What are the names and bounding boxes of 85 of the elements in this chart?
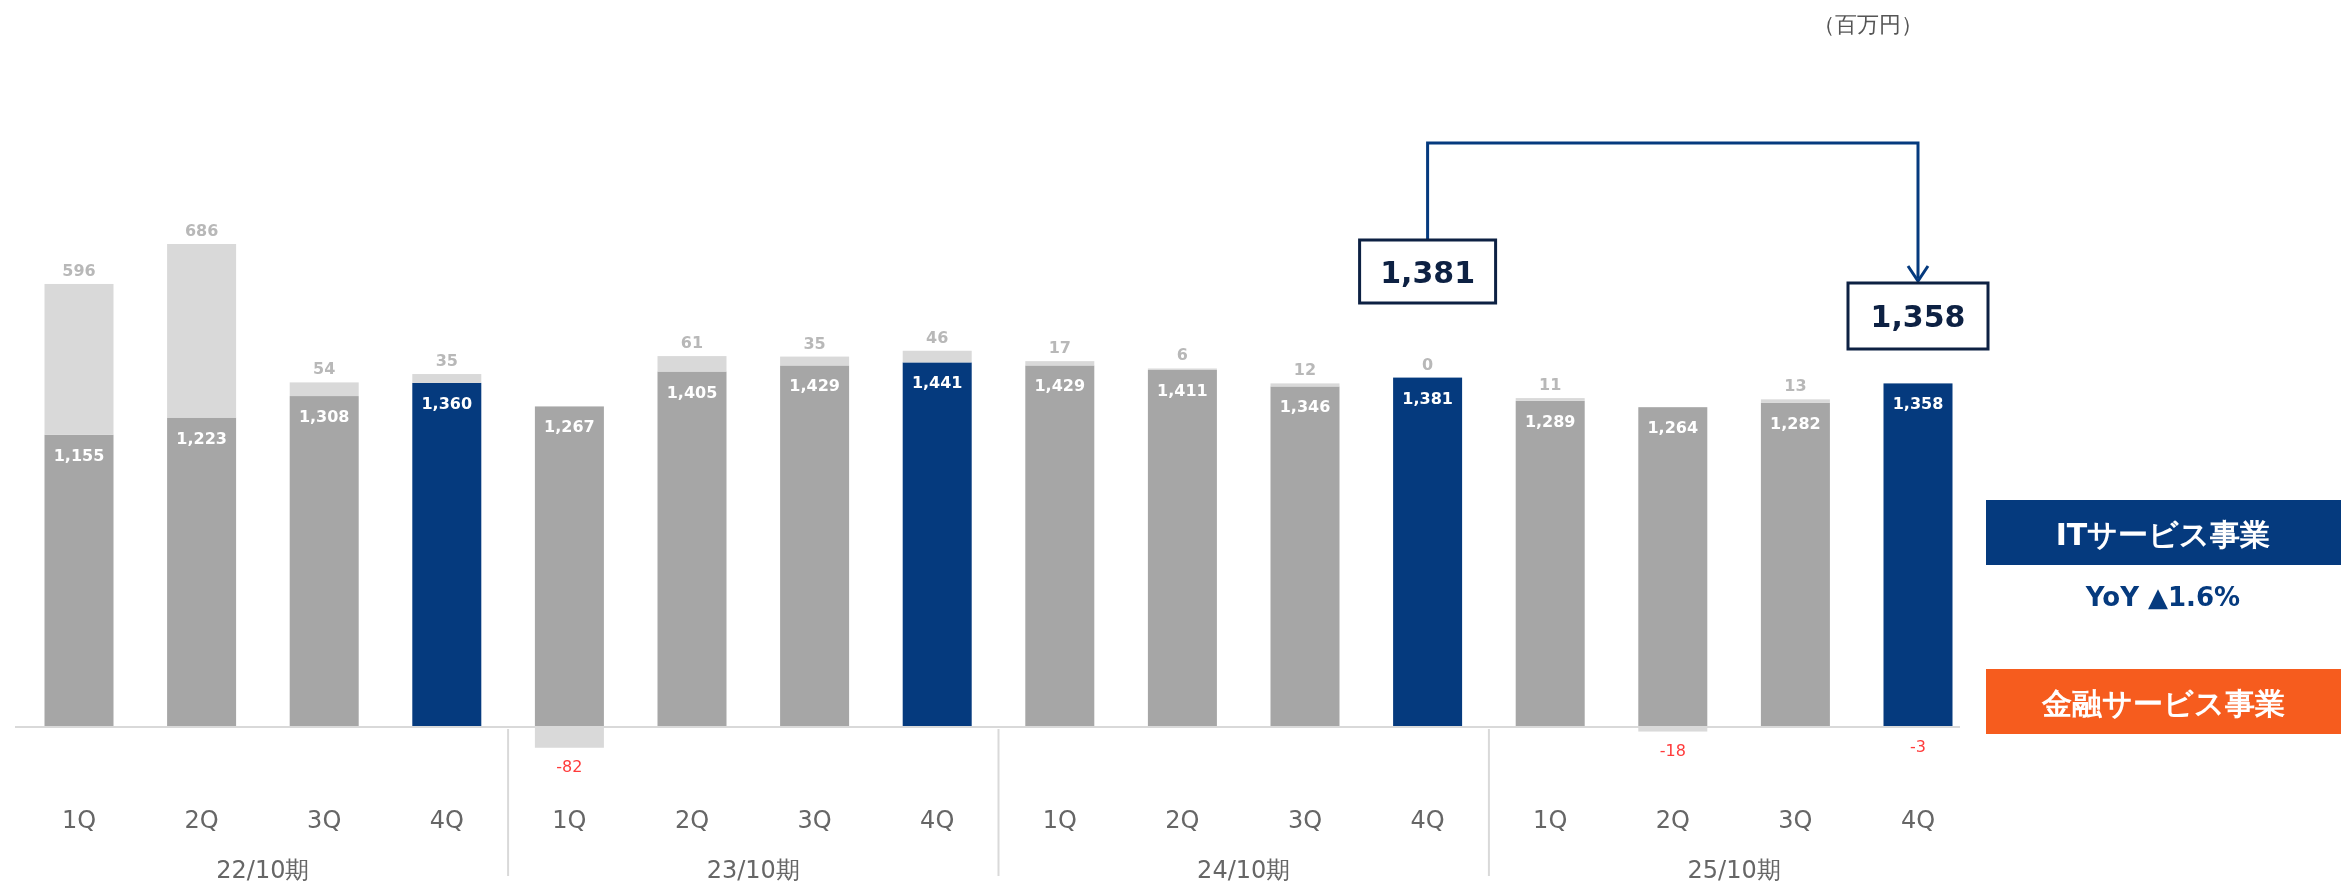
bar <box>902 362 972 727</box>
bar <box>780 365 850 727</box>
x-tick-label: 2Q <box>1655 806 1690 834</box>
text: ITサービス事業 <box>2055 517 2271 552</box>
bar <box>167 417 237 727</box>
data-label: -18 <box>1659 740 1686 760</box>
bar <box>1025 361 1095 366</box>
bar <box>1147 370 1217 727</box>
data-label: 35 <box>435 351 458 371</box>
bar <box>167 244 237 418</box>
data-label: 6 <box>1176 345 1188 365</box>
data-label: 686 <box>184 221 219 240</box>
data-label: 61 <box>680 333 704 353</box>
data-label: 1,155 <box>53 445 105 465</box>
bar <box>657 356 727 372</box>
bar <box>1270 386 1340 727</box>
data-label: 1,358 <box>1892 394 1944 414</box>
bar <box>412 382 482 727</box>
x-tick-label: 4Q <box>1900 806 1936 834</box>
bar <box>902 350 972 363</box>
x-tick-label: 4Q <box>920 806 955 834</box>
x-tick-label: 2Q <box>1165 806 1200 834</box>
x-tick-label: 2Q <box>184 806 219 834</box>
data-label: 1,282 <box>1770 413 1821 433</box>
x-tick-label: 4Q <box>1410 806 1445 834</box>
data-label: 17 <box>1048 338 1071 358</box>
data-label: 1,308 <box>298 407 350 427</box>
data-label: 1,411 <box>1157 381 1208 400</box>
data-label: 11 <box>1539 375 1562 395</box>
bar <box>1883 383 1953 727</box>
data-label: 1,360 <box>421 393 473 413</box>
text: 22/10期 <box>216 856 310 884</box>
bar <box>289 396 359 727</box>
data-label: 54 <box>313 359 336 379</box>
data-label: 1,267 <box>544 417 595 437</box>
data-label: 1,223 <box>176 428 227 448</box>
text: （百万円） <box>1813 12 1923 37</box>
bar <box>1638 407 1708 727</box>
text: 24/10期 <box>1197 856 1291 884</box>
text: 23/10期 <box>706 856 800 884</box>
x-tick-label: 4Q <box>429 806 464 834</box>
data-label: 12 <box>1293 360 1317 380</box>
bar <box>1393 377 1463 727</box>
bar <box>1515 400 1585 727</box>
bar <box>534 406 604 727</box>
data-label: 35 <box>803 333 826 353</box>
text: YoY ▲1.6% <box>2084 582 2241 612</box>
x-tick-label: 1Q <box>61 806 97 834</box>
x-tick-label: 1Q <box>1533 806 1568 834</box>
x-tick-label: 3Q <box>1287 806 1323 834</box>
bar <box>1760 402 1830 727</box>
data-label: 13 <box>1784 376 1807 396</box>
data-label: 1,381 <box>1402 388 1453 408</box>
bar <box>1270 383 1340 387</box>
data-label: 1,429 <box>1034 376 1086 396</box>
bar <box>657 371 727 727</box>
bar <box>44 283 114 435</box>
data-label: 1,441 <box>911 373 963 393</box>
bar <box>1760 399 1830 403</box>
bar <box>289 382 359 397</box>
data-label: 1,429 <box>789 376 840 396</box>
x-tick-label: 3Q <box>307 806 342 834</box>
x-tick-label: 3Q <box>797 806 832 834</box>
data-label: -3 <box>1910 736 1926 756</box>
annotation: 1,381 <box>1380 255 1476 290</box>
annotation: 1,358 <box>1870 299 1966 334</box>
data-label: 46 <box>926 327 949 347</box>
bar <box>780 356 850 366</box>
data-label: 1,289 <box>1524 411 1576 431</box>
data-label: 596 <box>62 260 96 280</box>
bar <box>44 434 114 727</box>
x-tick-label: 2Q <box>674 806 710 834</box>
bar <box>412 374 482 383</box>
text: 金融サービス事業 <box>2040 686 2285 721</box>
data-label: 1,346 <box>1279 397 1331 417</box>
text: 25/10期 <box>1687 856 1781 884</box>
data-label: 1,405 <box>666 382 718 402</box>
x-tick-label: 3Q <box>1778 806 1813 834</box>
data-label: -82 <box>556 756 583 776</box>
bar <box>1515 398 1585 401</box>
bar <box>1025 365 1095 727</box>
x-tick-label: 1Q <box>552 806 587 834</box>
data-label: 0 <box>1422 354 1434 374</box>
data-label: 1,264 <box>1647 418 1699 438</box>
x-tick-label: 1Q <box>1042 806 1077 834</box>
